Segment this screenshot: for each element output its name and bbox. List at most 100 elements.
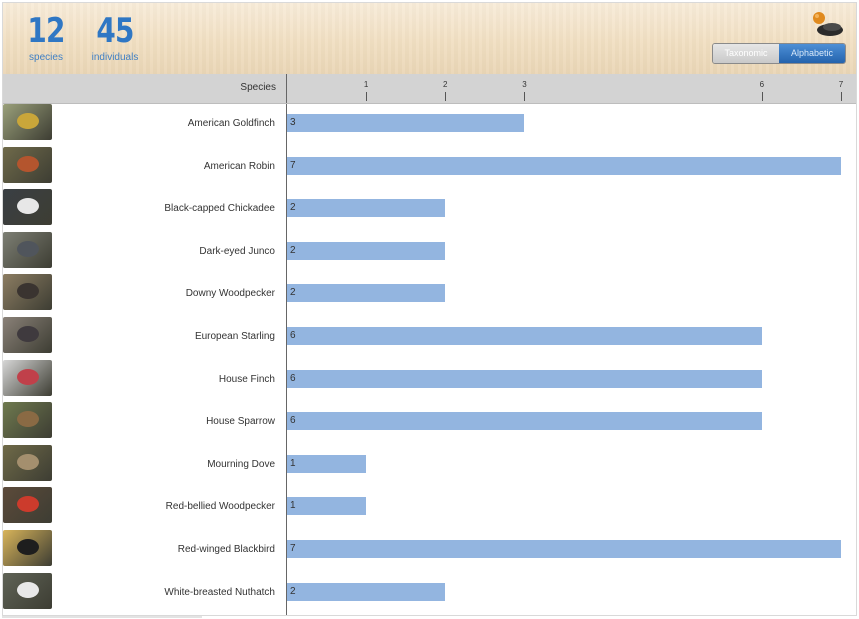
species-row[interactable]: American Robin 7 — [3, 146, 856, 189]
count-value: 7 — [290, 159, 296, 171]
species-bar-chart: American Goldfinch 3 American Robin 7 Black-… — [3, 104, 856, 615]
species-photo[interactable] — [3, 317, 52, 353]
species-name: Red-bellied Woodpecker — [165, 501, 275, 513]
species-name: Red-winged Blackbird — [177, 544, 275, 555]
count-value: 1 — [290, 500, 296, 512]
bird-silhouette — [17, 113, 39, 129]
species-row[interactable]: House Sparrow 6 — [3, 402, 856, 444]
count-bar[interactable]: 7 — [287, 156, 841, 175]
x-tick-7: 7 — [839, 74, 843, 103]
species-photo[interactable] — [3, 572, 52, 609]
bird-silhouette — [17, 411, 39, 428]
bird-silhouette — [17, 453, 39, 470]
x-tick-6: 6 — [760, 74, 764, 103]
species-name: Mourning Dove — [207, 458, 275, 470]
x-tick-label: 1 — [363, 80, 369, 89]
species-name: European Starling — [194, 331, 275, 342]
species-row[interactable]: Dark-eyed Junco 2 — [3, 231, 856, 274]
x-tick-mark — [366, 92, 368, 101]
count-bar[interactable]: 1 — [287, 497, 367, 516]
individuals-stat: 45 individuals — [87, 13, 143, 63]
individuals-count: 45 — [96, 11, 134, 51]
x-tick-label: 3 — [522, 80, 527, 89]
species-photo[interactable] — [3, 104, 52, 140]
x-tick-label: 2 — [443, 80, 448, 89]
x-tick-mark — [761, 92, 763, 101]
species-name: Downy Woodpecker — [185, 288, 275, 300]
count-value: 3 — [290, 117, 296, 128]
x-tick-label: 7 — [838, 80, 844, 89]
bird-silhouette — [17, 581, 39, 598]
chart-baseline — [286, 104, 287, 615]
species-count: 12 — [27, 11, 65, 51]
species-name: White-breasted Nuthatch — [164, 586, 275, 598]
bird-feeder-logo-icon — [810, 11, 844, 37]
count-bar[interactable]: 6 — [287, 327, 762, 345]
individuals-label: individuals — [91, 52, 139, 63]
x-tick-3: 3 — [522, 74, 527, 103]
x-tick-2: 2 — [443, 74, 448, 103]
species-row[interactable]: American Goldfinch 3 — [3, 104, 856, 146]
count-value: 6 — [290, 330, 296, 341]
species-column-header: Species — [240, 82, 276, 93]
species-photo[interactable] — [3, 444, 52, 481]
count-value: 6 — [290, 372, 296, 384]
species-row[interactable]: Red-bellied Woodpecker 1 — [3, 487, 856, 529]
species-row[interactable]: Red-winged Blackbird 7 — [3, 530, 856, 572]
species-row[interactable]: European Starling 6 — [3, 317, 856, 359]
species-name: American Robin — [203, 160, 275, 172]
bird-silhouette — [17, 198, 39, 215]
bird-silhouette — [17, 539, 39, 555]
x-tick-mark — [524, 92, 526, 101]
x-tick-mark — [445, 92, 447, 101]
count-value: 2 — [290, 287, 296, 299]
species-photo[interactable] — [3, 189, 52, 226]
species-photo[interactable] — [3, 359, 52, 396]
count-value: 2 — [290, 202, 296, 214]
horizontal-scrollbar[interactable] — [2, 616, 202, 618]
sort-option-alphabetic[interactable]: Alphabetic — [779, 44, 845, 63]
bird-silhouette — [17, 326, 39, 342]
count-bar[interactable]: 2 — [287, 241, 446, 260]
count-bar[interactable]: 6 — [287, 412, 762, 431]
x-tick-1: 1 — [364, 74, 368, 103]
count-bar[interactable]: 3 — [287, 114, 525, 132]
species-row[interactable]: Mourning Dove 1 — [3, 444, 856, 487]
species-photo[interactable] — [3, 146, 52, 183]
x-tick-label: 6 — [759, 80, 765, 89]
summary-header: 12 species 45 individuals Taxonomic Alph… — [3, 3, 856, 74]
species-row[interactable]: House Finch 6 — [3, 359, 856, 402]
species-label: species — [29, 52, 63, 63]
species-row[interactable]: Downy Woodpecker 2 — [3, 274, 856, 316]
species-photo[interactable] — [3, 231, 52, 268]
species-row[interactable]: White-breasted Nuthatch 2 — [3, 572, 856, 615]
sort-option-taxonomic[interactable]: Taxonomic — [713, 44, 779, 63]
species-name: American Goldfinch — [187, 118, 275, 129]
x-tick-mark — [841, 92, 842, 101]
chart-axis-header: Species 1 2 3 6 7 — [3, 74, 856, 104]
species-name: Dark-eyed Junco — [199, 245, 275, 257]
count-bar[interactable]: 6 — [287, 369, 762, 388]
count-bar[interactable]: 1 — [287, 454, 367, 473]
count-bar[interactable]: 2 — [287, 199, 446, 218]
species-stat: 12 species — [21, 13, 71, 63]
species-name: House Finch — [218, 373, 275, 385]
species-name: House Sparrow — [206, 416, 275, 428]
sort-toggle[interactable]: Taxonomic Alphabetic — [712, 43, 846, 64]
count-value: 1 — [290, 457, 296, 469]
count-bar[interactable]: 7 — [287, 540, 841, 558]
bird-silhouette — [17, 240, 39, 257]
bird-silhouette — [17, 496, 39, 513]
count-value: 2 — [290, 585, 296, 597]
axis-divider — [286, 74, 287, 103]
species-photo[interactable] — [3, 402, 52, 439]
species-photo[interactable] — [3, 487, 52, 524]
count-bar[interactable]: 2 — [287, 284, 446, 303]
species-photo[interactable] — [3, 530, 52, 566]
count-value: 2 — [290, 244, 296, 256]
count-bar[interactable]: 2 — [287, 582, 446, 601]
count-value: 6 — [290, 415, 296, 427]
species-row[interactable]: Black-capped Chickadee 2 — [3, 189, 856, 231]
species-photo[interactable] — [3, 274, 52, 311]
